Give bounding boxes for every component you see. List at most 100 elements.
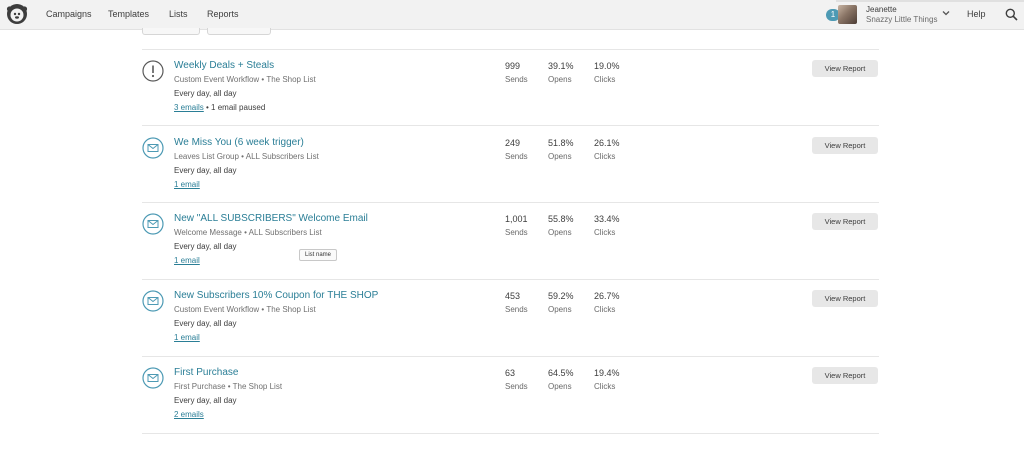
clicks-value: 26.7% [594,291,620,301]
opens-value: 51.8% [548,138,574,148]
sends-value: 249 [505,138,521,148]
automation-title[interactable]: We Miss You (6 week trigger) [174,137,304,148]
opens-value: 55.8% [548,214,574,224]
nav-lists[interactable]: Lists [169,9,188,19]
automation-schedule: Every day, all day [174,242,237,251]
clicks-value: 26.1% [594,138,620,148]
row-divider [142,279,879,280]
opens-label: Opens [548,305,572,314]
automation-subtitle: Custom Event Workflow • The Shop List [174,305,316,314]
clicks-stat: 19.0% Clicks [594,61,620,84]
user-avatar[interactable] [838,5,857,24]
opens-stat: 39.1% Opens [548,61,574,84]
automation-row: New Subscribers 10% Coupon for THE SHOP … [142,280,879,356]
search-icon[interactable] [1005,8,1018,21]
emails-link[interactable]: 1 email [174,333,200,342]
sends-stat: 1,001 Sends [505,214,528,237]
user-org-name[interactable]: Snazzy Little Things [866,15,938,24]
automation-schedule: Every day, all day [174,89,237,98]
nav-reports[interactable]: Reports [207,9,239,19]
help-link[interactable]: Help [967,9,986,19]
row-divider [142,356,879,357]
opens-value: 39.1% [548,61,574,71]
sends-stat: 999 Sends [505,61,528,84]
clicks-label: Clicks [594,152,616,161]
clicks-value: 33.4% [594,214,620,224]
nav-templates[interactable]: Templates [108,9,150,19]
view-report-button[interactable]: View Report [812,137,878,154]
clicks-value: 19.4% [594,368,620,378]
sends-value: 63 [505,368,516,378]
opens-label: Opens [548,382,572,391]
view-report-button[interactable]: View Report [812,290,878,307]
sends-label: Sends [505,382,528,391]
opens-label: Opens [548,75,572,84]
emails-link[interactable]: 1 email [174,256,200,265]
opens-stat: 59.2% Opens [548,291,574,314]
automation-row: We Miss You (6 week trigger) Leaves List… [142,127,879,203]
sends-stat: 63 Sends [505,368,528,391]
automation-schedule: Every day, all day [174,319,237,328]
envelope-icon [142,367,164,389]
automation-title[interactable]: New "ALL SUBSCRIBERS" Welcome Email [174,213,368,224]
envelope-icon [142,213,164,235]
opens-stat: 55.8% Opens [548,214,574,237]
automation-emails: 1 email [174,256,200,265]
automation-subtitle: Leaves List Group • ALL Subscribers List [174,152,319,161]
cutoff-control-left[interactable] [142,28,200,35]
view-report-button[interactable]: View Report [812,367,878,384]
view-report-button[interactable]: View Report [812,60,878,77]
topbar-accent [836,0,1024,2]
opens-value: 59.2% [548,291,574,301]
user-name[interactable]: Jeanette [866,5,897,14]
sends-value: 453 [505,291,521,301]
warning-icon [142,60,164,82]
envelope-icon [142,137,164,159]
cutoff-control-right[interactable] [207,28,271,35]
automation-row: Weekly Deals + Steals Custom Event Workf… [142,50,879,126]
mailchimp-logo-icon[interactable] [6,3,28,25]
automation-title[interactable]: First Purchase [174,367,239,378]
sends-stat: 453 Sends [505,291,528,314]
sends-label: Sends [505,228,528,237]
automation-subtitle: Custom Event Workflow • The Shop List [174,75,316,84]
clicks-label: Clicks [594,228,616,237]
view-report-button[interactable]: View Report [812,213,878,230]
opens-label: Opens [548,228,572,237]
automation-subtitle: First Purchase • The Shop List [174,382,283,391]
list-name-tooltip: List name [299,249,338,261]
automation-title[interactable]: Weekly Deals + Steals [174,60,275,71]
row-divider [142,202,879,203]
top-nav-bar: Campaigns Templates Lists Reports 1 Jean… [0,0,1024,30]
clicks-stat: 26.1% Clicks [594,138,620,161]
sends-label: Sends [505,305,528,314]
automation-emails: 2 emails [174,410,204,419]
opens-label: Opens [548,152,572,161]
automation-emails: 3 emails • 1 email paused [174,103,265,112]
clicks-stat: 26.7% Clicks [594,291,620,314]
automation-emails: 1 email [174,180,200,189]
row-divider [142,433,879,434]
clicks-label: Clicks [594,305,616,314]
automation-title[interactable]: New Subscribers 10% Coupon for THE SHOP [174,290,379,301]
opens-stat: 51.8% Opens [548,138,574,161]
automation-schedule: Every day, all day [174,396,237,405]
emails-link[interactable]: 2 emails [174,410,204,419]
sends-value: 1,001 [505,214,528,224]
nav-campaigns[interactable]: Campaigns [46,9,92,19]
row-divider [142,49,879,50]
emails-link[interactable]: 3 emails [174,103,204,112]
notification-badge[interactable]: 1 [826,9,840,21]
automation-row: New "ALL SUBSCRIBERS" Welcome Email Welc… [142,203,879,279]
chevron-down-icon[interactable] [942,9,950,17]
clicks-label: Clicks [594,75,616,84]
emails-note: • 1 email paused [203,103,266,112]
sends-label: Sends [505,75,528,84]
row-divider [142,125,879,126]
opens-stat: 64.5% Opens [548,368,574,391]
clicks-value: 19.0% [594,61,620,71]
clicks-stat: 19.4% Clicks [594,368,620,391]
clicks-stat: 33.4% Clicks [594,214,620,237]
sends-label: Sends [505,152,528,161]
emails-link[interactable]: 1 email [174,180,200,189]
